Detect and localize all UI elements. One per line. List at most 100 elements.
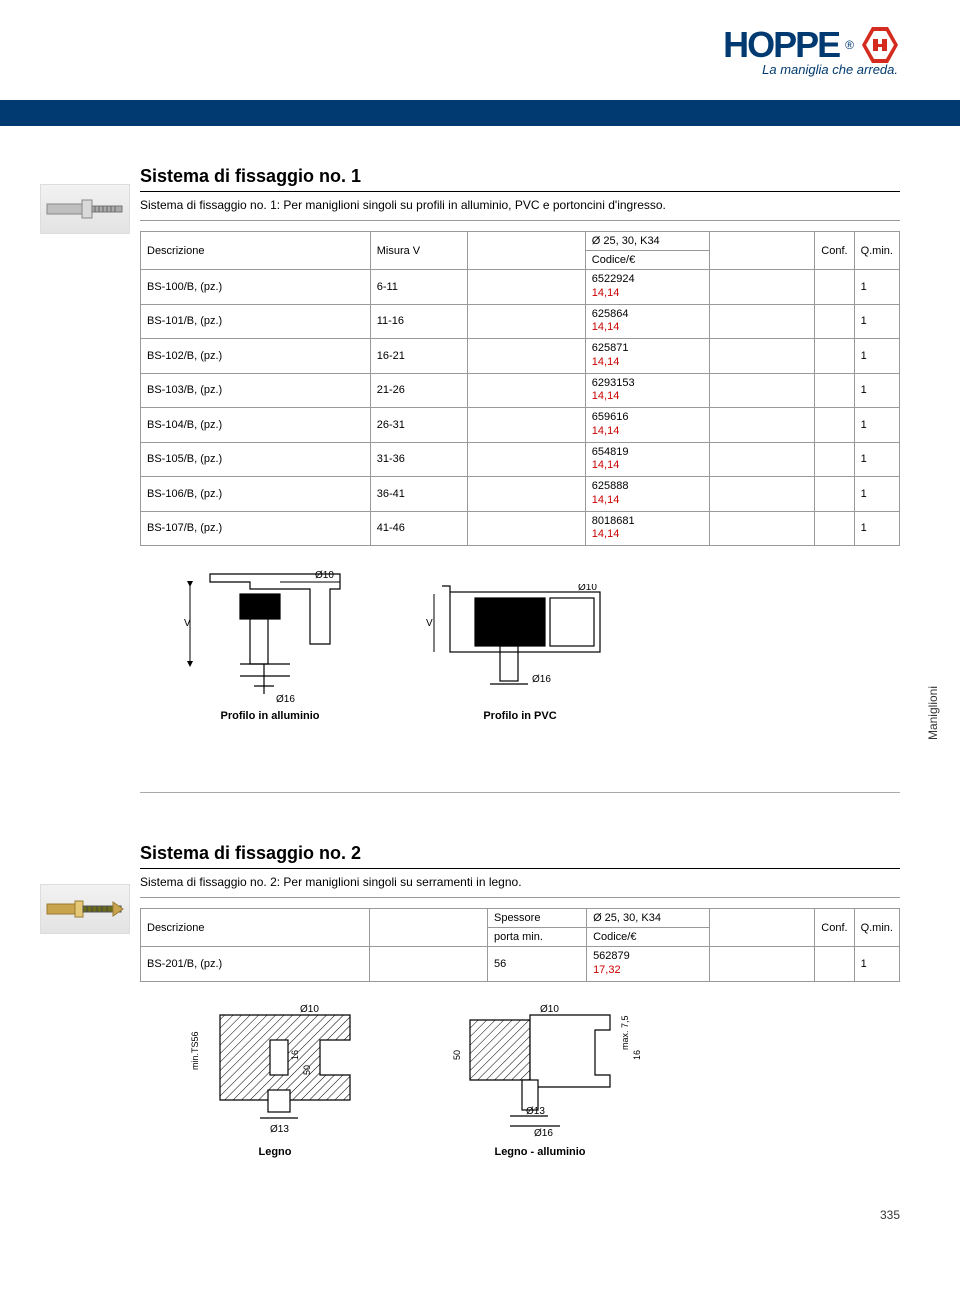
section1-subtitle: Sistema di fissaggio no. 1: Per maniglio… [140,198,900,221]
cell-desc: BS-101/B, (pz.) [141,304,371,339]
side-tab-label: Maniglioni [926,686,940,740]
cell-conf [815,339,854,374]
th2-qmin: Q.min. [854,909,899,947]
cell-conf [815,270,854,305]
diagram-pvc: V Ø10 Ø16 Profilo in PVC [420,584,620,722]
s2-min: min.TS56 [190,1031,200,1070]
cell-desc: BS-105/B, (pz.) [141,442,371,477]
table-row: BS-201/B, (pz.)5656287917,321 [141,947,900,982]
th2-spess2: porta min. [487,928,586,947]
th-blank-a [467,232,585,270]
th2-diam: Ø 25, 30, K34 [587,909,710,928]
section1-diagrams: V Ø10 Ø16 Profilo in alluminio V [180,564,900,722]
cell-blank [467,408,585,443]
diagram-legno-alu-label: Legno - alluminio [430,1146,650,1158]
page-number: 335 [0,1188,960,1252]
dim-v2: V [426,618,433,629]
logo-registered: ® [845,38,854,52]
cell-conf [815,947,854,982]
cell-code: 652292414,14 [585,270,709,305]
cell-conf [815,511,854,546]
cell-code: 65961614,14 [585,408,709,443]
th-conf: Conf. [815,232,854,270]
logo-block: HOPPE ® La maniglia che arreda. [723,24,900,77]
cell-qmin: 1 [854,373,899,408]
cell-mis: 31-36 [370,442,467,477]
cell-desc: BS-201/B, (pz.) [141,947,370,982]
cell-blank [710,270,815,305]
cell-desc: BS-106/B, (pz.) [141,477,371,512]
cell-mis: 21-26 [370,373,467,408]
th-diam: Ø 25, 30, K34 [585,232,709,251]
logo-text: HOPPE [723,24,839,66]
cell-conf [815,373,854,408]
cell-desc: BS-104/B, (pz.) [141,408,371,443]
th-blank-b [710,232,815,270]
section2-diagrams: Ø10 Ø13 min.TS56 50 16 Legno Ø10 Ø13 [180,1000,900,1158]
s2b-d10: Ø10 [540,1004,559,1015]
cell-mis: 16-21 [370,339,467,374]
th-desc: Descrizione [141,232,371,270]
section2-title: Sistema di fissaggio no. 2 [140,843,900,869]
cell-blank [710,304,815,339]
th-qmin: Q.min. [854,232,899,270]
cell-blank [710,477,815,512]
table-row: BS-107/B, (pz.)41-46801868114,141 [141,511,900,546]
cell-blank [467,373,585,408]
diagram-aluminium-label: Profilo in alluminio [180,710,360,722]
cell-mis: 41-46 [370,511,467,546]
section2-subtitle: Sistema di fissaggio no. 2: Per maniglio… [140,875,900,898]
section2-table: Descrizione Spessore Ø 25, 30, K34 Conf.… [140,908,900,982]
diagram-legno-label: Legno [180,1146,370,1158]
cell-qmin: 1 [854,442,899,477]
cell-blank [710,408,815,443]
table-row: BS-105/B, (pz.)31-36 65481914,14 1 [141,442,900,477]
th2-codice: Codice/€ [587,928,710,947]
cell-mis: 26-31 [370,408,467,443]
diagram-legno-alu: Ø10 Ø13 Ø16 50 max. 7,5 16 Legno - allum… [430,1000,650,1158]
cell-blank [710,373,815,408]
dim-v: V [184,618,191,629]
cell-desc: BS-103/B, (pz.) [141,373,371,408]
cell-qmin: 1 [854,511,899,546]
cell-desc: BS-107/B, (pz.) [141,511,371,546]
cell-qmin: 1 [854,477,899,512]
section-divider [140,792,900,793]
table-row: BS-104/B, (pz.)26-31 65961614,14 1 [141,408,900,443]
diagram-legno: Ø10 Ø13 min.TS56 50 16 Legno [180,1000,370,1158]
s2b-d16: Ø16 [534,1128,553,1139]
cell-blank [467,477,585,512]
s2b-d13: Ø13 [526,1106,545,1117]
section1-table: Descrizione Misura V Ø 25, 30, K34 Conf.… [140,231,900,546]
cell-sp: 56 [487,947,586,982]
table-row: BS-103/B, (pz.)21-26 629315314,14 1 [141,373,900,408]
section1-title: Sistema di fissaggio no. 1 [140,166,900,192]
cell-code: 629315314,14 [585,373,709,408]
cell-blank [467,511,585,546]
th-codice: Codice/€ [585,251,709,270]
dim-d16: Ø16 [276,694,295,704]
cell-conf [815,304,854,339]
cell-code: 56287917,32 [587,947,710,982]
th2-conf: Conf. [815,909,854,947]
cell-desc: BS-100/B, (pz.) [141,270,371,305]
s2b-t50: 50 [452,1049,462,1059]
diagram-pvc-label: Profilo in PVC [420,710,620,722]
cell-blank [710,339,815,374]
cell-qmin: 1 [854,408,899,443]
table-row: BS-106/B, (pz.)36-4162588814,141 [141,477,900,512]
cell-blank [467,339,585,374]
cell-conf [815,408,854,443]
cell-blank [710,442,815,477]
header-strip [0,100,960,126]
th2-desc: Descrizione [141,909,370,947]
cell-qmin: 1 [854,304,899,339]
cell-code: 62586414,14 [585,304,709,339]
cell-code: 65481914,14 [585,442,709,477]
cell-mis: 6-11 [370,270,467,305]
cell-blank [710,511,815,546]
diagram-aluminium: V Ø10 Ø16 Profilo in alluminio [180,564,360,722]
cell-desc: BS-102/B, (pz.) [141,339,371,374]
cell-blank [467,270,585,305]
th2-spess1: Spessore [487,909,586,928]
